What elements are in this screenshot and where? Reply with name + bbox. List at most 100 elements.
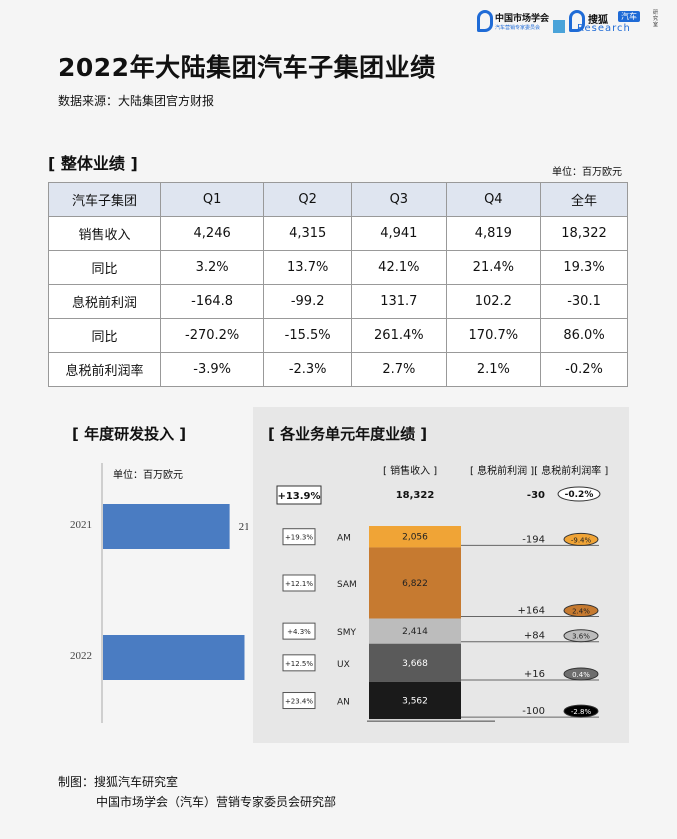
total-growth-box <box>276 485 322 505</box>
unit-name-label: SAM <box>337 580 357 590</box>
unit-growth-label: +19.3% <box>285 534 313 542</box>
units-ebit-header: [ 息税前利润 ][ 息税前利润率 ] <box>470 466 609 477</box>
logo-org-name: 中国市场学会 <box>495 14 550 24</box>
unit-growth-label: +12.5% <box>285 660 313 668</box>
logo-mark-icon <box>477 10 493 32</box>
unit-growth-label: +12.1% <box>285 580 313 588</box>
table-header-row: 汽车子集团 Q1 Q2 Q3 Q4 全年 <box>48 182 628 217</box>
table-cell: 13.7% <box>263 250 353 285</box>
unit-growth-box <box>282 574 316 592</box>
table-cell: 销售收入 <box>48 216 161 251</box>
table-cell: 19.3% <box>540 250 628 285</box>
table-row: 息税前利润 -164.8 -99.2 131.7 102.2 -30.1 <box>48 284 628 319</box>
units-sales-header: [ 销售收入 ] <box>383 466 438 477</box>
unit-growth-box <box>282 622 316 640</box>
footer-line-2: 中国市场学会（汽车）营销专家委员会研究部 <box>96 795 337 809</box>
table-header-cell: Q4 <box>445 182 542 217</box>
performance-table: 汽车子集团 Q1 Q2 Q3 Q4 全年 销售收入 4,246 4,315 4,… <box>48 182 628 387</box>
unit-margin-label: 0.4% <box>572 671 590 679</box>
unit-name-label: SMY <box>337 628 356 638</box>
logo-org-sub: 汽车营销专家委员会 <box>495 25 541 31</box>
rnd-bar-chart: 20212136.620222387.7 <box>70 463 248 723</box>
unit-sales-bar <box>369 618 461 644</box>
table-cell: -164.8 <box>159 284 265 319</box>
table-cell: 4,941 <box>351 216 447 251</box>
unit-margin-bubble <box>563 604 599 618</box>
rnd-value-label: 2136.6 <box>239 521 248 533</box>
table-cell: 同比 <box>48 318 161 353</box>
unit-margin-label: -9.4% <box>571 536 592 544</box>
rnd-category-label: 2022 <box>70 650 92 662</box>
unit-sales-bar <box>369 547 461 619</box>
unit-sales-label: 2,414 <box>402 627 428 637</box>
unit-margin-bubble <box>563 667 599 681</box>
logo-brand: 搜狐 <box>588 15 608 26</box>
table-header-cell: Q2 <box>263 182 353 217</box>
unit-margin-bubble <box>563 704 599 718</box>
rnd-unit: 单位：百万欧元 <box>113 470 183 481</box>
table-cell: 4,246 <box>159 216 265 251</box>
logo-badge-icon <box>553 20 565 33</box>
unit-ebit-label: -194 <box>522 534 545 545</box>
unit-ebit-label: -100 <box>522 706 545 717</box>
table-cell: -15.5% <box>263 318 353 353</box>
unit-sales-bar <box>369 681 461 720</box>
unit-margin-label: 2.4% <box>572 608 590 616</box>
unit-growth-label: +4.3% <box>287 628 311 636</box>
logo-brand-vertical: 研究室 <box>653 10 659 28</box>
table-header-cell: 汽车子集团 <box>48 182 161 217</box>
unit-growth-box <box>282 528 316 546</box>
table-cell: 3.2% <box>159 250 265 285</box>
table-header-cell: 全年 <box>540 182 628 217</box>
unit-growth-label: +23.4% <box>285 698 313 706</box>
rnd-bar <box>103 504 230 549</box>
table-row: 息税前利润率 -3.9% -2.3% 2.7% 2.1% -0.2% <box>48 352 628 387</box>
table-cell: -30.1 <box>540 284 628 319</box>
total-margin-label: -0.2% <box>565 490 594 500</box>
footer: 制图：搜狐汽车研究室 中国市场学会（汽车）营销专家委员会研究部 <box>58 772 336 812</box>
table-header-cell: Q1 <box>159 182 265 217</box>
unit-sales-label: 3,668 <box>402 659 428 669</box>
table-cell: -270.2% <box>159 318 265 353</box>
total-sales-label: 18,322 <box>396 490 435 501</box>
total-growth-label: +13.9% <box>277 491 320 502</box>
unit-margin-bubble <box>563 532 599 546</box>
section-title-units: [ 各业务单元年度业绩 ] <box>268 425 428 443</box>
total-margin-bubble <box>557 486 601 502</box>
logo-research-mark-icon <box>569 10 585 32</box>
table-cell: -3.9% <box>159 352 265 387</box>
table-cell: -2.3% <box>263 352 353 387</box>
unit-ebit-label: +84 <box>524 631 545 642</box>
table-cell: 18,322 <box>540 216 628 251</box>
unit-name-label: AN <box>337 698 350 708</box>
unit-sales-bar <box>369 526 461 548</box>
unit-ebit-label: +16 <box>524 669 545 680</box>
table-cell: 同比 <box>48 250 161 285</box>
table-cell: 21.4% <box>445 250 542 285</box>
table-cell: -0.2% <box>540 352 628 387</box>
unit-margin-label: -2.8% <box>571 708 592 716</box>
table-row: 同比 3.2% 13.7% 42.1% 21.4% 19.3% <box>48 250 628 285</box>
unit-sales-bar <box>369 643 461 682</box>
page-title: 2022年大陆集团汽车子集团业绩 <box>58 53 436 82</box>
unit-sales-label: 3,562 <box>402 697 428 707</box>
unit-name-label: UX <box>337 660 350 670</box>
table-cell: 2.7% <box>351 352 447 387</box>
data-source: 数据来源：大陆集团官方财报 <box>58 94 215 108</box>
logo-brand-tag: 汽车 <box>618 11 640 22</box>
table-cell: 2.1% <box>445 352 542 387</box>
rnd-bar <box>103 635 245 680</box>
section-title-rnd: [ 年度研发投入 ] <box>72 425 187 443</box>
table-cell: 102.2 <box>445 284 542 319</box>
table-cell: 4,315 <box>263 216 353 251</box>
table-cell: -99.2 <box>263 284 353 319</box>
table-cell: 息税前利润 <box>48 284 161 319</box>
unit-growth-box <box>282 654 316 672</box>
table-cell: 42.1% <box>351 250 447 285</box>
table-cell: 4,819 <box>445 216 542 251</box>
table-cell: 261.4% <box>351 318 447 353</box>
unit-margin-label: 3.6% <box>572 633 590 641</box>
section-title-overall: [ 整体业绩 ] <box>48 154 138 173</box>
table-row: 同比 -270.2% -15.5% 261.4% 170.7% 86.0% <box>48 318 628 353</box>
unit-sales-label: 2,056 <box>402 533 428 543</box>
